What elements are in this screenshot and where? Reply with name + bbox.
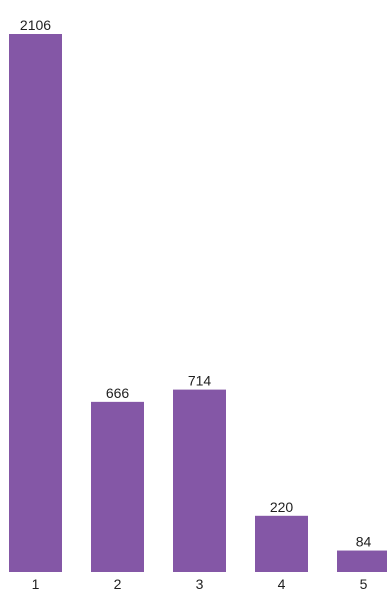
bar-1 [9,34,62,572]
bar-4 [255,515,308,572]
bar-2 [91,401,144,572]
x-tick-label-3: 3 [196,576,204,592]
value-labels-group: 2106 666 714 220 84 [20,17,372,550]
bar-5 [337,550,387,572]
value-label-5: 84 [356,534,372,550]
bar-3 [173,389,226,572]
bars-group [9,34,387,572]
x-tick-label-4: 4 [278,576,286,592]
x-tick-label-2: 2 [114,576,122,592]
value-label-1: 2106 [20,17,51,33]
x-tick-labels-group: 1 2 3 4 5 [32,576,368,592]
x-tick-label-1: 1 [32,576,40,592]
x-tick-label-5: 5 [360,576,368,592]
value-label-4: 220 [270,499,294,515]
value-label-3: 714 [188,373,212,389]
value-label-2: 666 [106,385,130,401]
